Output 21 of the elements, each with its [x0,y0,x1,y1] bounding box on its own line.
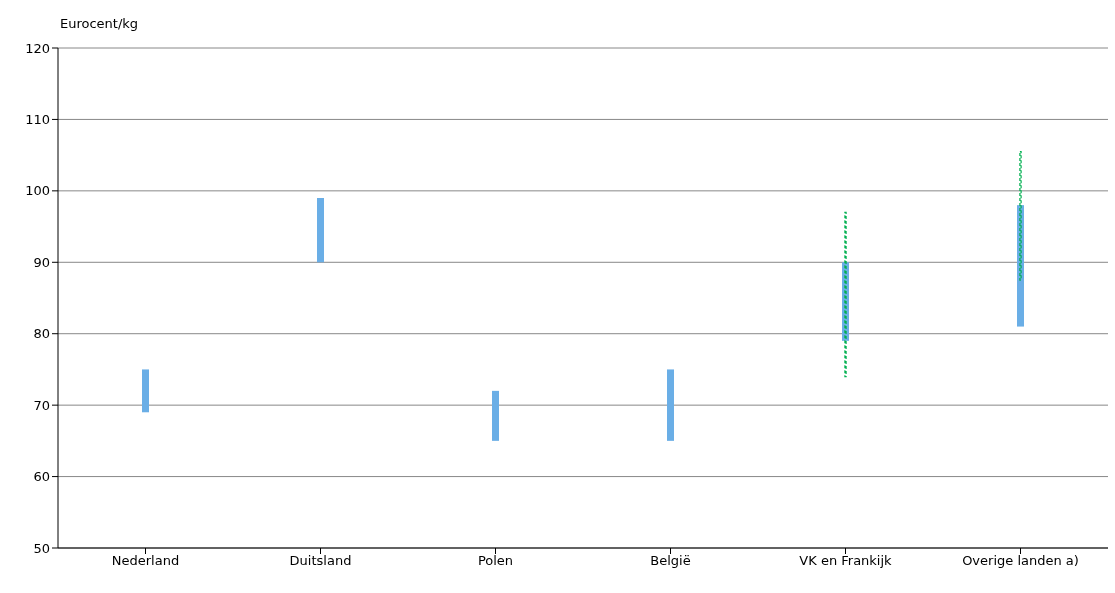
bar [667,369,674,441]
x-tick-label: Nederland [111,553,180,569]
y-tick-label: 70 [33,397,50,413]
x-tick-label: België [650,553,691,569]
y-tick-label: 100 [25,183,50,199]
x-tick-label: Polen [477,553,514,569]
bar [1019,150,1022,281]
y-tick-label: 110 [25,112,50,128]
x-tick-label: VK en Frankijk [799,553,893,569]
bar [317,198,324,263]
y-tick-label: 60 [33,469,50,485]
y-axis-title: Eurocent/kg [60,16,139,31]
bar [142,369,149,413]
y-tick-label: 50 [33,540,50,556]
x-tick-label: Duitsland [289,553,352,569]
y-tick-label: 90 [33,254,50,270]
x-tick-label: Overige landen a) [962,553,1079,569]
bar [492,390,499,441]
bar [844,211,847,378]
y-tick-label: 80 [33,326,50,342]
y-tick-label: 120 [25,40,50,56]
